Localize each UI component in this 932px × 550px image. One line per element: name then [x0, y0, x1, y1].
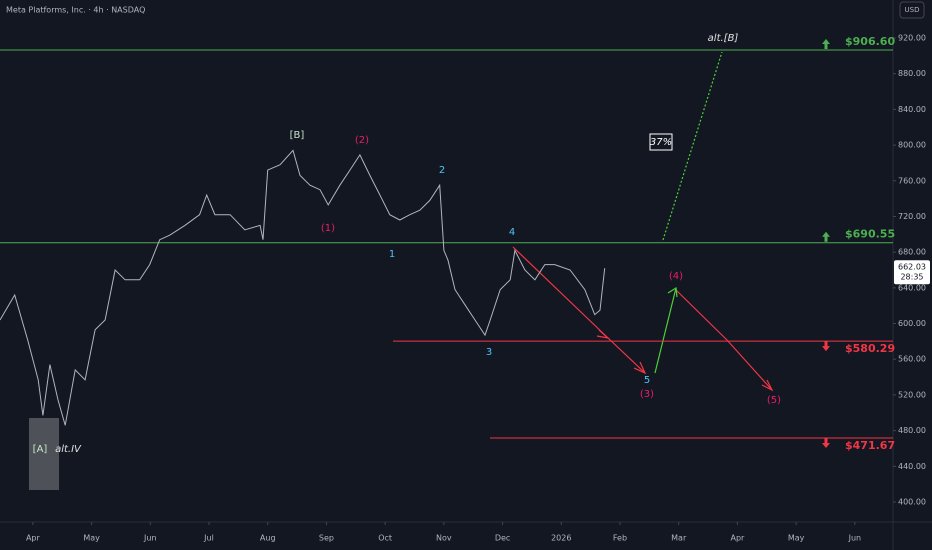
level-arrow [822, 341, 830, 352]
price-tag-label: 662.03 [898, 263, 926, 272]
wave-label: alt.IV [55, 444, 82, 455]
y-tick-label: 520.00 [898, 390, 926, 399]
level-label: $690.55 [845, 228, 895, 241]
x-tick-label: Feb [613, 534, 627, 543]
price-line [0, 149, 606, 426]
x-tick-label: Sep [319, 534, 334, 543]
x-tick-label: 2026 [551, 534, 571, 543]
level-arrow [822, 38, 830, 49]
x-tick-label: Aug [260, 534, 276, 543]
wave-label: [A] [33, 444, 48, 455]
y-tick-label: 920.00 [898, 34, 926, 43]
x-tick-label: Jun [848, 534, 862, 543]
x-tick-label: Apr [730, 534, 745, 543]
y-tick-label: 880.00 [898, 69, 926, 78]
y-tick-label: 760.00 [898, 176, 926, 185]
currency-box[interactable] [899, 1, 925, 19]
wave-label: [B] [290, 130, 305, 141]
x-tick-label: Dec [495, 534, 510, 543]
price-tag-countdown: 28:35 [900, 273, 923, 282]
y-tick-label: 400.00 [898, 498, 926, 507]
wave-label: (4) [669, 271, 683, 282]
wave-label: 2 [439, 165, 445, 176]
level-label: $906.60 [845, 35, 895, 48]
zone-box [29, 418, 59, 490]
y-tick-label: 480.00 [898, 426, 926, 435]
y-tick-label: 440.00 [898, 462, 926, 471]
level-arrow [822, 438, 830, 449]
probability-box [649, 133, 673, 151]
projection-arrows [512, 51, 774, 392]
y-tick-label: 800.00 [898, 141, 926, 150]
x-tick-label: May [788, 534, 805, 543]
x-tick-label: Apr [26, 534, 41, 543]
wave-label: 3 [486, 347, 492, 358]
y-tick-label: 600.00 [898, 319, 926, 328]
wave-label: alt.[B] [708, 33, 739, 44]
level-label: $580.29 [845, 342, 895, 355]
wave-label: 5 [644, 375, 650, 386]
currency[interactable]: USD [905, 6, 920, 14]
y-tick-label: 720.00 [898, 212, 926, 221]
x-tick-label: May [83, 534, 100, 543]
y-tick-label: 560.00 [898, 355, 926, 364]
wave-label: 1 [389, 249, 395, 260]
wave-label: (2) [355, 135, 369, 146]
wave-label: (3) [640, 389, 654, 400]
wave-label: (1) [321, 223, 335, 234]
x-tick-label: Mar [671, 534, 687, 543]
price-tag [894, 260, 930, 285]
y-tick-label: 840.00 [898, 105, 926, 114]
x-tick-label: Jul [203, 534, 214, 543]
level-arrow [822, 231, 830, 242]
y-tick-label: 640.00 [898, 283, 926, 292]
x-tick-label: Jun [143, 534, 157, 543]
wave-label: (5) [767, 395, 781, 406]
wave-label: 4 [509, 227, 515, 238]
chart-title: Meta Platforms, Inc. · 4h · NASDAQ [6, 6, 145, 15]
x-tick-label: Oct [378, 534, 392, 543]
level-label: $471.67 [845, 439, 895, 452]
x-tick-label: Nov [436, 534, 452, 543]
wave-label: 37% [650, 137, 672, 148]
y-tick-label: 680.00 [898, 248, 926, 257]
